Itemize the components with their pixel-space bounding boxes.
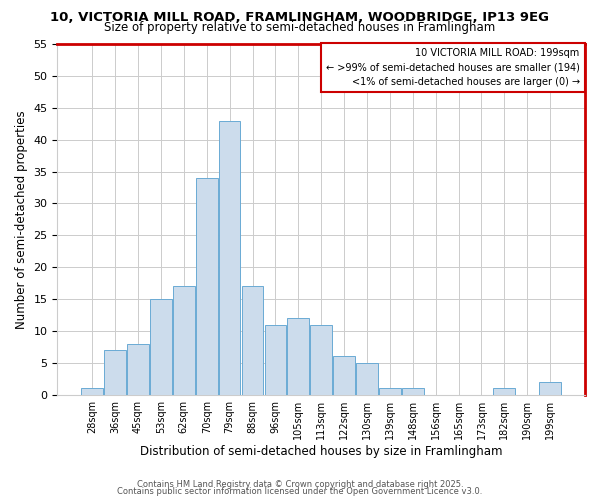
Bar xyxy=(219,120,241,394)
Y-axis label: Number of semi-detached properties: Number of semi-detached properties xyxy=(15,110,28,328)
Bar xyxy=(127,344,149,394)
Bar xyxy=(493,388,515,394)
Text: Contains public sector information licensed under the Open Government Licence v3: Contains public sector information licen… xyxy=(118,487,482,496)
X-axis label: Distribution of semi-detached houses by size in Framlingham: Distribution of semi-detached houses by … xyxy=(140,444,502,458)
Bar xyxy=(333,356,355,395)
Bar xyxy=(287,318,309,394)
Bar xyxy=(196,178,218,394)
Text: 10, VICTORIA MILL ROAD, FRAMLINGHAM, WOODBRIDGE, IP13 9EG: 10, VICTORIA MILL ROAD, FRAMLINGHAM, WOO… xyxy=(50,11,550,24)
Bar xyxy=(402,388,424,394)
Bar xyxy=(82,388,103,394)
Text: 10 VICTORIA MILL ROAD: 199sqm
← >99% of semi-detached houses are smaller (194)
<: 10 VICTORIA MILL ROAD: 199sqm ← >99% of … xyxy=(326,48,580,87)
Text: Contains HM Land Registry data © Crown copyright and database right 2025.: Contains HM Land Registry data © Crown c… xyxy=(137,480,463,489)
Bar xyxy=(150,299,172,394)
Bar xyxy=(539,382,561,394)
Bar xyxy=(310,324,332,394)
Bar xyxy=(265,324,286,394)
Bar xyxy=(104,350,126,395)
Bar xyxy=(356,363,378,394)
Bar xyxy=(173,286,195,395)
Bar xyxy=(379,388,401,394)
Text: Size of property relative to semi-detached houses in Framlingham: Size of property relative to semi-detach… xyxy=(104,21,496,34)
Bar xyxy=(242,286,263,395)
